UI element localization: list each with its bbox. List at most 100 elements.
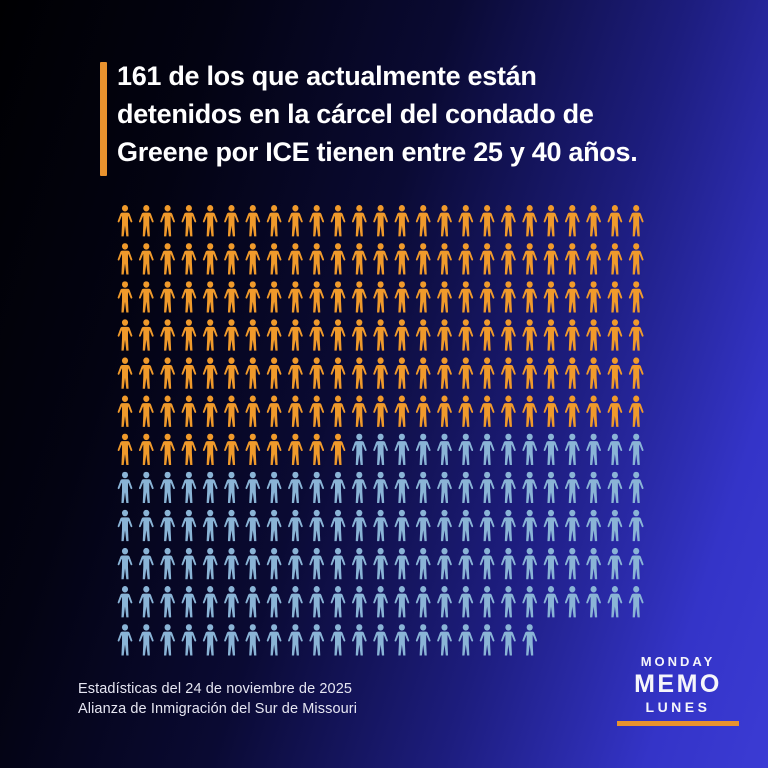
person-icon bbox=[202, 509, 218, 542]
brand-underline-bar bbox=[617, 721, 739, 726]
person-icon bbox=[181, 433, 197, 465]
person-icon bbox=[330, 395, 346, 427]
person-icon bbox=[628, 319, 644, 351]
person-icon bbox=[288, 433, 303, 465]
person-icon bbox=[564, 319, 580, 351]
person-icon bbox=[288, 624, 303, 656]
person-icon bbox=[202, 471, 218, 504]
person-icon bbox=[394, 624, 410, 656]
person-icon bbox=[437, 395, 452, 427]
person-icon bbox=[351, 319, 367, 351]
person-icon bbox=[117, 357, 133, 389]
person-icon bbox=[479, 243, 495, 275]
person-icon bbox=[543, 547, 559, 580]
person-icon bbox=[415, 509, 431, 542]
person-icon bbox=[266, 471, 282, 504]
person-icon bbox=[479, 471, 495, 504]
person-icon bbox=[543, 281, 559, 313]
person-icon bbox=[202, 281, 218, 313]
person-icon bbox=[564, 471, 580, 504]
person-icon bbox=[330, 433, 346, 465]
person-icon bbox=[266, 357, 282, 389]
person-icon bbox=[138, 547, 154, 580]
person-icon bbox=[458, 243, 474, 275]
person-icon bbox=[586, 395, 601, 427]
person-icon bbox=[330, 586, 346, 618]
person-icon bbox=[181, 395, 197, 427]
person-icon bbox=[522, 586, 538, 618]
person-icon bbox=[415, 281, 431, 313]
person-icon bbox=[437, 547, 452, 580]
person-icon bbox=[628, 586, 644, 618]
person-icon bbox=[202, 624, 218, 656]
person-icon bbox=[415, 205, 431, 237]
person-icon bbox=[479, 509, 495, 542]
person-icon bbox=[373, 281, 388, 313]
person-icon bbox=[437, 624, 452, 656]
person-icon bbox=[224, 205, 239, 237]
person-icon bbox=[160, 395, 175, 427]
person-icon bbox=[564, 243, 580, 275]
person-icon bbox=[564, 205, 580, 237]
person-icon bbox=[394, 471, 410, 504]
person-icon bbox=[501, 509, 516, 542]
person-icon bbox=[288, 205, 303, 237]
person-icon bbox=[138, 509, 154, 542]
person-icon bbox=[415, 586, 431, 618]
headline-line-1: 161 de los que actualmente están bbox=[117, 61, 537, 91]
person-icon bbox=[522, 357, 538, 389]
person-icon bbox=[415, 395, 431, 427]
person-icon bbox=[138, 433, 154, 465]
person-icon bbox=[117, 319, 133, 351]
person-icon bbox=[437, 586, 452, 618]
person-icon bbox=[351, 281, 367, 313]
person-icon bbox=[415, 243, 431, 275]
person-icon bbox=[309, 357, 325, 389]
person-icon bbox=[586, 357, 601, 389]
person-icon bbox=[394, 243, 410, 275]
person-icon bbox=[245, 433, 261, 465]
person-icon bbox=[266, 395, 282, 427]
person-icon bbox=[245, 243, 261, 275]
person-icon bbox=[224, 433, 239, 465]
person-icon bbox=[138, 395, 154, 427]
person-icon bbox=[458, 319, 474, 351]
person-icon bbox=[117, 547, 133, 580]
person-icon bbox=[479, 547, 495, 580]
person-icon bbox=[266, 509, 282, 542]
person-icon bbox=[522, 243, 538, 275]
person-icon bbox=[181, 624, 197, 656]
person-icon bbox=[522, 205, 538, 237]
person-icon bbox=[351, 205, 367, 237]
person-icon bbox=[224, 357, 239, 389]
person-icon bbox=[586, 586, 601, 618]
person-icon bbox=[501, 357, 516, 389]
person-icon bbox=[309, 395, 325, 427]
person-icon bbox=[437, 243, 452, 275]
person-icon bbox=[564, 357, 580, 389]
person-icon bbox=[181, 586, 197, 618]
person-icon bbox=[564, 586, 580, 618]
organization-line: Alianza de Inmigración del Sur de Missou… bbox=[78, 701, 358, 717]
person-icon bbox=[138, 586, 154, 618]
person-icon bbox=[181, 243, 197, 275]
person-icon bbox=[117, 281, 133, 313]
person-icon bbox=[138, 471, 154, 504]
person-icon bbox=[330, 319, 346, 351]
person-icon bbox=[628, 243, 644, 275]
person-icon bbox=[586, 281, 601, 313]
person-icon bbox=[160, 319, 175, 351]
person-icon bbox=[479, 357, 495, 389]
headline-line-3: Greene por ICE tienen entre 25 y 40 años… bbox=[117, 137, 638, 167]
person-icon bbox=[458, 433, 474, 465]
person-icon bbox=[160, 624, 175, 656]
person-icon bbox=[309, 586, 325, 618]
person-icon bbox=[160, 357, 175, 389]
person-icon bbox=[351, 243, 367, 275]
person-icon bbox=[394, 395, 410, 427]
person-icon bbox=[628, 395, 644, 427]
person-icon bbox=[628, 471, 644, 504]
person-icon bbox=[458, 281, 474, 313]
person-icon bbox=[266, 205, 282, 237]
